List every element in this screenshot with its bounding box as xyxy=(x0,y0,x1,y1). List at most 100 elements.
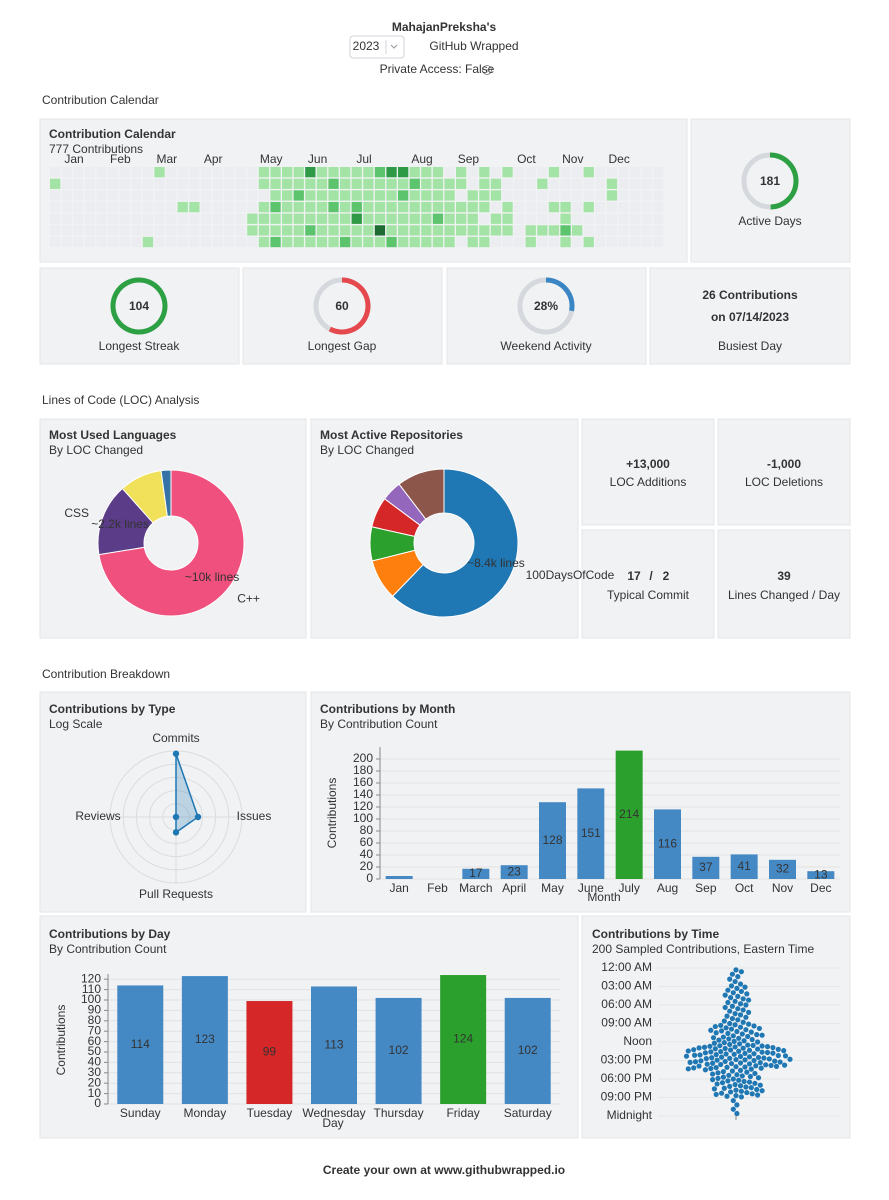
card-title: Contributions by Type xyxy=(49,702,176,716)
swarm-point xyxy=(759,1032,765,1038)
swarm-point xyxy=(718,1061,724,1068)
swarm-point xyxy=(710,1071,716,1077)
swarm-point xyxy=(742,1064,748,1070)
day-cell xyxy=(351,178,362,189)
day-cell xyxy=(73,225,84,236)
day-cell xyxy=(177,178,188,189)
y-tick-label: 20 xyxy=(88,1075,102,1089)
day-cell xyxy=(189,213,200,224)
day-cell xyxy=(247,190,258,201)
day-cell xyxy=(119,213,130,224)
swarm-point xyxy=(734,1110,740,1117)
y-tick-label: 140 xyxy=(353,787,373,801)
swarm-point xyxy=(775,1052,781,1059)
day-cell xyxy=(409,201,420,213)
day-cell xyxy=(305,201,316,213)
y-tick-label: 10 xyxy=(88,1086,102,1100)
bar-value-label: 116 xyxy=(658,836,677,850)
day-cell xyxy=(537,236,548,248)
swarm-point xyxy=(727,1008,733,1014)
year-select[interactable] xyxy=(349,35,405,59)
day-cell xyxy=(502,213,513,224)
swarm-point xyxy=(781,1048,787,1054)
swarm-point xyxy=(721,1085,727,1091)
swarm-point xyxy=(715,1075,721,1081)
day-cell xyxy=(50,213,61,224)
day-cell xyxy=(490,178,502,189)
card-title: Contributions by Day xyxy=(49,927,171,941)
swarm-point xyxy=(732,1011,738,1017)
day-cell xyxy=(108,213,119,224)
footer-link[interactable]: Create your own at www.githubwrapped.io xyxy=(323,1163,565,1177)
day-cell xyxy=(200,178,212,189)
swarm-point xyxy=(755,1075,762,1081)
x-tick-label: Dec xyxy=(810,881,831,895)
card xyxy=(39,691,307,913)
day-cell xyxy=(131,213,142,224)
day-cell xyxy=(398,178,409,189)
day-cell xyxy=(166,213,177,224)
y-tick-label: 100 xyxy=(81,992,101,1006)
bar xyxy=(181,976,228,1104)
day-cell xyxy=(328,178,339,189)
day-cell xyxy=(340,178,351,189)
day-cell xyxy=(328,236,339,248)
day-cell xyxy=(560,167,571,178)
day-cell xyxy=(73,190,84,201)
day-cell xyxy=(212,201,223,213)
day-cell xyxy=(583,225,594,236)
day-cell xyxy=(108,225,119,236)
swarm-point xyxy=(725,1030,731,1036)
day-cell xyxy=(583,167,594,178)
x-tick-label: Sep xyxy=(695,881,717,895)
day-cell xyxy=(525,190,536,201)
day-cell xyxy=(340,236,351,248)
swarm-point xyxy=(720,1074,727,1080)
day-cell xyxy=(514,225,525,236)
day-cell xyxy=(189,236,200,248)
day-cell xyxy=(154,225,165,236)
day-cell xyxy=(61,213,72,224)
bar-value-label: 128 xyxy=(542,833,562,847)
swarm-point xyxy=(711,1040,718,1046)
day-cell xyxy=(177,225,188,236)
bar-value-label: 102 xyxy=(389,1043,409,1057)
swarm-point xyxy=(759,1049,765,1055)
day-cell xyxy=(224,236,235,248)
day-cell xyxy=(119,225,130,236)
swarm-point xyxy=(714,1081,720,1087)
day-cell xyxy=(119,236,130,248)
day-cell xyxy=(641,190,652,201)
day-cell xyxy=(270,213,281,224)
day-cell xyxy=(351,201,362,213)
swarm-point xyxy=(701,1044,708,1050)
y-tick-label: 06:00 PM xyxy=(601,1071,652,1085)
swarm-point xyxy=(724,1093,730,1099)
swarm-point xyxy=(728,1026,735,1032)
day-cell xyxy=(305,213,316,224)
swarm-point xyxy=(739,1031,745,1037)
day-cell xyxy=(595,190,606,201)
bar xyxy=(654,809,681,879)
pie-slice xyxy=(398,468,445,520)
swarm-point xyxy=(743,1014,749,1020)
swarm-point xyxy=(737,1001,744,1007)
card xyxy=(39,267,240,365)
day-cell xyxy=(467,236,478,248)
day-cell xyxy=(282,236,293,248)
day-cell xyxy=(328,225,339,236)
swarm-point xyxy=(748,1029,754,1035)
x-tick-label: Friday xyxy=(446,1106,479,1120)
day-cell xyxy=(490,213,502,224)
swarm-point xyxy=(729,1015,736,1022)
swarm-point xyxy=(741,1078,747,1085)
swarm-point xyxy=(757,1082,763,1088)
day-cell xyxy=(537,190,548,201)
ring-value: 60 xyxy=(335,299,349,313)
day-cell xyxy=(224,178,235,189)
day-cell xyxy=(630,213,641,224)
swarm-point xyxy=(727,976,733,982)
info-icon[interactable] xyxy=(482,65,492,75)
section-title: Contribution Breakdown xyxy=(42,667,170,681)
